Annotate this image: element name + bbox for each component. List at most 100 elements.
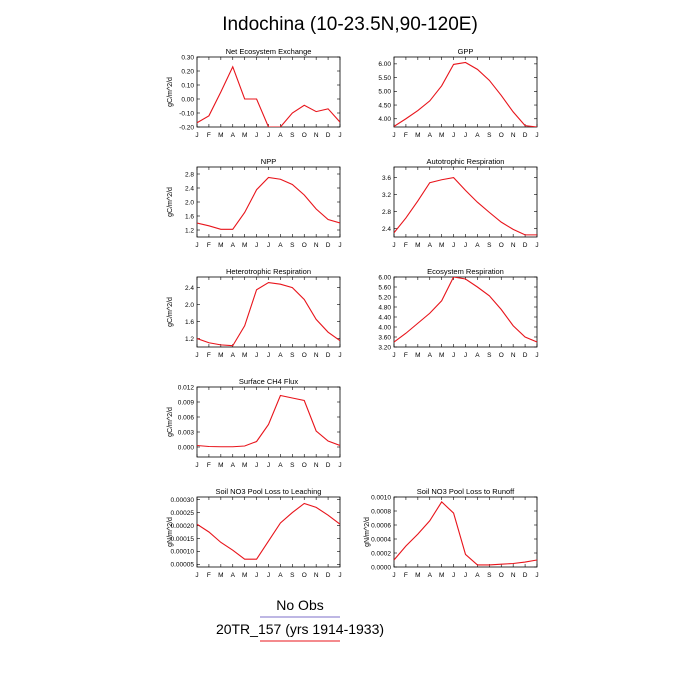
y-tick-label: 1.2: [185, 227, 194, 234]
y-tick-label: 0.00015: [171, 536, 195, 543]
x-tick-label: F: [404, 572, 408, 579]
x-tick-label: A: [278, 352, 283, 359]
x-tick-label: N: [511, 242, 516, 249]
x-tick-label: J: [267, 132, 270, 139]
panel-title: NPP: [261, 157, 276, 166]
x-tick-label: S: [487, 352, 492, 359]
y-tick-label: 0.00005: [171, 562, 195, 569]
x-tick-label: J: [267, 352, 270, 359]
y-tick-label: 5.00: [378, 89, 391, 96]
x-tick-label: A: [231, 462, 236, 469]
x-tick-label: M: [218, 572, 223, 579]
y-tick-label: 0.00025: [171, 510, 195, 517]
x-tick-label: J: [452, 572, 455, 579]
y-tick-label: 0.0006: [371, 522, 391, 529]
y-tick-label: 3.20: [378, 344, 391, 351]
y-tick-label: 3.2: [382, 192, 391, 199]
y-axis-label: gC/m^2/d: [167, 297, 174, 327]
x-tick-label: M: [218, 132, 223, 139]
x-tick-label: J: [255, 352, 258, 359]
legend-label-no-obs: No Obs: [276, 597, 323, 613]
x-tick-label: M: [415, 242, 420, 249]
x-tick-label: M: [242, 352, 247, 359]
y-tick-label: 5.60: [378, 284, 391, 291]
x-tick-label: A: [231, 572, 236, 579]
x-tick-label: O: [499, 352, 504, 359]
x-tick-label: O: [302, 462, 307, 469]
y-tick-label: 0.00030: [171, 497, 195, 504]
figure-title: Indochina (10-23.5N,90-120E): [222, 14, 478, 35]
series-line: [394, 277, 537, 343]
x-tick-label: N: [314, 132, 319, 139]
x-tick-label: A: [278, 462, 283, 469]
x-tick-label: S: [487, 242, 492, 249]
x-tick-label: J: [392, 132, 395, 139]
x-tick-label: J: [452, 352, 455, 359]
chart-panel-5: Ecosystem Respiration 3.20 3.60 4.00 4.40 4.8…: [378, 267, 538, 359]
panel-title: Surface CH4 Flux: [239, 377, 298, 386]
x-tick-label: J: [195, 352, 198, 359]
x-tick-label: J: [338, 352, 341, 359]
panel-title: GPP: [458, 47, 474, 56]
y-tick-label: 6.00: [378, 61, 391, 68]
x-tick-label: J: [464, 132, 467, 139]
x-tick-label: M: [242, 242, 247, 249]
y-tick-label: 2.4: [382, 226, 391, 233]
x-tick-label: A: [278, 572, 283, 579]
x-tick-label: O: [302, 352, 307, 359]
panel-title: Heterotrophic Respiration: [226, 267, 311, 276]
x-tick-label: A: [428, 572, 433, 579]
y-tick-label: 2.4: [185, 185, 194, 192]
y-tick-label: 0.00020: [171, 523, 195, 530]
x-tick-label: O: [499, 132, 504, 139]
x-tick-label: M: [439, 572, 444, 579]
y-tick-label: 0.00010: [171, 549, 195, 556]
series-line: [197, 502, 340, 560]
series-line: [197, 394, 340, 448]
x-tick-label: M: [415, 352, 420, 359]
x-tick-label: J: [255, 132, 258, 139]
x-tick-label: M: [242, 572, 247, 579]
x-tick-label: M: [439, 352, 444, 359]
x-tick-label: S: [290, 132, 295, 139]
x-tick-label: M: [439, 132, 444, 139]
y-tick-label: 0.30: [181, 54, 194, 61]
x-tick-label: A: [231, 132, 236, 139]
x-tick-label: J: [255, 462, 258, 469]
x-tick-label: M: [218, 462, 223, 469]
x-tick-label: F: [404, 352, 408, 359]
x-tick-label: D: [523, 572, 528, 579]
x-tick-label: J: [255, 572, 258, 579]
y-tick-label: 0.000: [178, 444, 195, 451]
x-tick-label: S: [290, 462, 295, 469]
x-tick-label: D: [523, 352, 528, 359]
panel-title: Net Ecosystem Exchange: [226, 47, 312, 56]
x-tick-label: A: [475, 132, 480, 139]
x-tick-label: J: [338, 132, 341, 139]
x-tick-label: J: [338, 242, 341, 249]
x-tick-label: F: [207, 242, 211, 249]
x-tick-label: D: [326, 352, 331, 359]
x-tick-label: J: [267, 242, 270, 249]
y-tick-label: 5.20: [378, 294, 391, 301]
x-tick-label: A: [475, 352, 480, 359]
x-tick-label: J: [452, 132, 455, 139]
y-tick-label: 0.006: [178, 414, 195, 421]
plot-frame: [196, 56, 341, 128]
x-tick-label: O: [302, 132, 307, 139]
x-tick-label: M: [415, 132, 420, 139]
y-tick-label: 0.012: [178, 384, 195, 391]
panel-title: Soil NO3 Pool Loss to Leaching: [216, 487, 322, 496]
x-tick-label: M: [439, 242, 444, 249]
series-line: [394, 501, 537, 566]
x-tick-label: J: [464, 242, 467, 249]
y-tick-label: 2.4: [185, 285, 194, 292]
x-tick-label: M: [218, 242, 223, 249]
x-tick-label: O: [302, 572, 307, 579]
y-tick-label: 4.50: [378, 102, 391, 109]
chart-panel-6: Surface CH4 Flux 0.000 0.003 0.006 0.009 0.01…: [167, 377, 342, 469]
plot-frame: [393, 56, 538, 128]
x-tick-label: J: [535, 242, 538, 249]
x-tick-label: A: [428, 132, 433, 139]
